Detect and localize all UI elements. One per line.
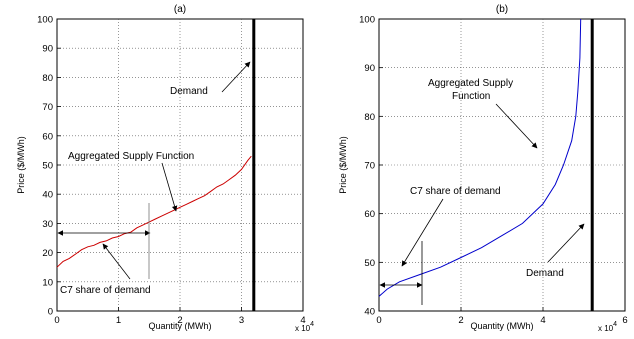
supply-curve-a (56, 155, 252, 268)
annotation-share-b: C7 share of demand (410, 186, 501, 197)
panel-b-title: (b) (496, 4, 508, 15)
y-tick-label: 100 (359, 15, 375, 26)
panel-b-x-multiplier-exp: 4 (613, 321, 617, 328)
x-tick-label: 0 (376, 315, 381, 326)
y-tick-label: 90 (42, 44, 53, 55)
x-tick-label: 2 (177, 315, 182, 326)
panel-a-xlabel: Quantity (MWh) (148, 321, 211, 331)
y-tick-label: 70 (364, 161, 375, 172)
y-tick-label: 80 (364, 112, 375, 123)
arrow-supply-b (495, 103, 538, 149)
arrow-supply-a (161, 162, 178, 212)
panel-b-xlabel: Quantity (MWh) (470, 321, 533, 331)
y-tick-label: 60 (42, 131, 53, 142)
y-tick-label: 80 (42, 73, 53, 84)
x-tick-label: 1 (116, 315, 121, 326)
x-tick-label: 6 (622, 315, 627, 326)
supply-curve-b (378, 18, 582, 297)
annotation-demand-a: Demand (170, 86, 208, 97)
panel-a-ylabel: Price ($/MWh) (16, 136, 26, 194)
x-tick-label: 3 (239, 315, 244, 326)
panel-a-title: (a) (174, 4, 186, 15)
panel-b-x-multiplier-base: x 10 (598, 324, 614, 333)
y-tick-label: 20 (42, 248, 53, 259)
y-tick-label: 30 (42, 219, 53, 230)
arrow-demand-a (221, 61, 251, 93)
annotation-supply-a: Aggregated Supply Function (68, 151, 194, 162)
y-tick-label: 10 (42, 277, 53, 288)
y-tick-label: 50 (42, 161, 53, 172)
y-tick-label: 40 (364, 307, 375, 318)
annotation-demand-b: Demand (526, 268, 564, 279)
x-tick-label: 4 (540, 315, 545, 326)
grid-a (57, 19, 303, 311)
y-tick-label: 50 (364, 258, 375, 269)
y-tick-label: 40 (42, 190, 53, 201)
arrow-share-a (102, 243, 131, 280)
y-tick-label: 100 (37, 15, 53, 26)
panel-a-x-multiplier-exp: 4 (310, 321, 314, 328)
y-tick-label: 90 (364, 63, 375, 74)
panel-b-x-multiplier: x 104 (598, 321, 617, 333)
x-tick-label: 2 (458, 315, 463, 326)
annotation-share-a: C7 share of demand (60, 285, 151, 296)
y-tick-label: 70 (42, 102, 53, 113)
panel-a-x-multiplier: x 104 (295, 321, 314, 333)
panel-a-x-multiplier-base: x 10 (295, 324, 311, 333)
x-tick-label: 4 (300, 315, 305, 326)
grid-b (379, 19, 625, 311)
y-tick-label: 0 (48, 307, 53, 318)
annotation-supply-b-line2: Function (452, 91, 490, 102)
arrow-demand-b (547, 223, 585, 263)
y-tick-label: 60 (364, 209, 375, 220)
annotation-supply-b-line1: Aggregated Supply (428, 78, 513, 89)
x-tick-label: 0 (54, 315, 59, 326)
panel-b-ylabel: Price ($/MWh) (338, 136, 348, 194)
arrow-share-b (401, 198, 444, 267)
